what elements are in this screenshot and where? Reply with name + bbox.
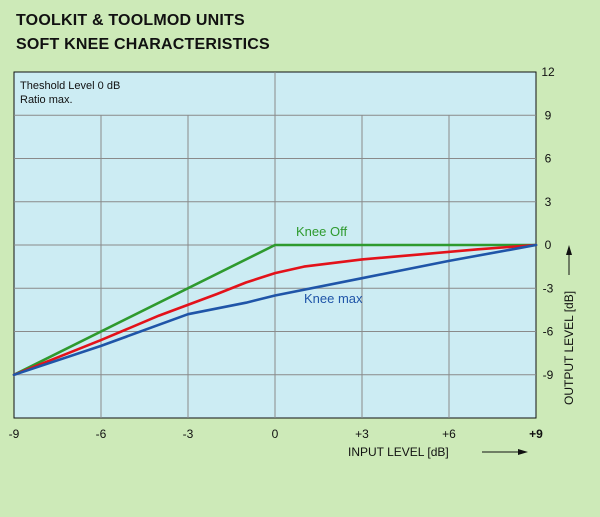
series-line-0 (12, 243, 538, 377)
chart-title-line-2: SOFT KNEE CHARACTERISTICS (16, 36, 270, 53)
x-tick-label-0: -9 (9, 427, 20, 441)
y-tick-label-2: 6 (545, 152, 552, 166)
series-line-1 (12, 243, 538, 377)
x-tick-label-4: +3 (355, 427, 369, 441)
x-tick-label-6: +9 (529, 427, 543, 441)
x-tick-label-2: -3 (183, 427, 194, 441)
annotation-threshold: Theshold Level 0 dB (20, 80, 120, 92)
y-tick-label-3: 3 (545, 195, 552, 209)
series-label-knee-off: Knee Off (296, 224, 347, 239)
x-axis-arrow (482, 449, 528, 455)
series-label-knee-max: Knee max (304, 291, 363, 306)
x-tick-label-3: 0 (272, 427, 279, 441)
y-tick-label-6: -6 (543, 325, 554, 339)
ticks: -9 -6 -3 0 +3 +6 +9 12 9 6 3 0 -3 -6 -9 (9, 65, 555, 441)
x-tick-label-1: -6 (96, 427, 107, 441)
series-layer (12, 243, 538, 377)
y-tick-label-1: 9 (545, 108, 552, 122)
chart-title-line-1: TOOLKIT & TOOLMOD UNITS (16, 12, 245, 29)
y-tick-label-0: 12 (541, 65, 555, 79)
y-tick-label-5: -3 (543, 281, 554, 295)
y-tick-label-7: -9 (543, 368, 554, 382)
y-axis-label: OUTPUT LEVEL [dB] (562, 291, 576, 405)
y-axis-arrow (566, 245, 572, 275)
series-line-2 (12, 243, 538, 377)
x-axis-label: INPUT LEVEL [dB] (348, 445, 449, 459)
x-tick-label-5: +6 (442, 427, 456, 441)
annotation-ratio: Ratio max. (20, 94, 73, 106)
y-tick-label-4: 0 (545, 238, 552, 252)
